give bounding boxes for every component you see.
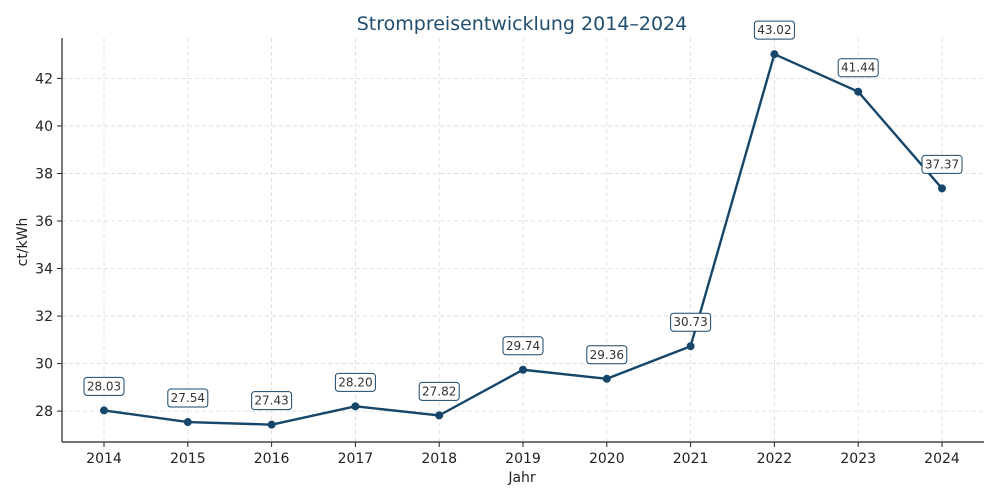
y-tick-label: 34 <box>35 262 53 278</box>
data-label-text: 41.44 <box>841 61 875 75</box>
data-label-text: 28.20 <box>338 375 372 389</box>
x-tick-label: 2019 <box>505 451 541 467</box>
data-label-text: 28.03 <box>87 379 121 393</box>
x-tick-label: 2018 <box>421 451 457 467</box>
data-point <box>100 406 108 415</box>
data-label-text: 27.54 <box>171 391 205 405</box>
y-tick-label: 28 <box>35 404 53 420</box>
data-label: 29.36 <box>586 345 628 365</box>
y-axis-ticks: 28 30 32 34 36 38 40 42 <box>35 71 62 420</box>
data-label-text: 43.02 <box>757 23 791 37</box>
y-tick-label: 30 <box>35 357 53 373</box>
data-label-box <box>753 20 795 40</box>
x-tick-label: 2022 <box>757 451 793 467</box>
data-label: 27.54 <box>167 388 209 408</box>
data-point <box>770 50 779 59</box>
data-label-box <box>167 388 209 408</box>
y-tick-label: 36 <box>35 214 53 230</box>
data-label: 41.44 <box>837 58 879 78</box>
data-point <box>351 402 360 411</box>
data-label-text: 27.82 <box>422 384 456 398</box>
data-label-text: 29.74 <box>506 339 540 353</box>
data-label: 28.03 <box>83 376 125 396</box>
data-labels: 28.03 27.54 27.43 28.20 27.82 29.74 29.36 30.73… <box>83 20 963 411</box>
gridlines <box>62 38 984 442</box>
data-point <box>686 342 695 351</box>
data-point <box>267 420 276 429</box>
data-label-box <box>251 391 293 411</box>
series-group <box>100 50 946 429</box>
x-axis-label: Jahr <box>507 470 536 486</box>
data-label-text: 30.73 <box>673 315 707 329</box>
data-label: 29.74 <box>502 336 544 356</box>
x-tick-label: 2016 <box>254 451 290 467</box>
x-tick-label: 2023 <box>840 451 876 467</box>
data-point <box>435 411 444 420</box>
data-label: 27.82 <box>418 381 460 401</box>
data-label-box <box>670 312 712 332</box>
data-label-box <box>83 376 125 396</box>
data-point <box>519 365 527 374</box>
x-tick-label: 2024 <box>924 451 960 467</box>
x-tick-label: 2017 <box>338 451 374 467</box>
y-tick-label: 32 <box>35 309 53 325</box>
data-label-box <box>502 336 544 356</box>
data-label-box <box>586 345 628 365</box>
y-tick-label: 40 <box>35 119 53 135</box>
data-point <box>854 87 863 96</box>
data-label-box <box>837 58 879 78</box>
x-axis-ticks: 2014 2015 2016 2017 2018 2019 2020 2021 2022 2023… <box>86 442 960 467</box>
x-tick-label: 2015 <box>170 451 206 467</box>
data-point <box>602 374 611 383</box>
y-tick-label: 42 <box>35 71 53 87</box>
y-tick-label: 38 <box>35 166 53 182</box>
data-label-box <box>334 372 376 392</box>
x-tick-label: 2021 <box>673 451 709 467</box>
data-label-box <box>418 381 460 401</box>
data-label-text: 37.37 <box>925 157 959 171</box>
data-label: 28.20 <box>334 372 376 392</box>
data-point <box>183 418 192 427</box>
x-tick-label: 2020 <box>589 451 625 467</box>
data-label: 27.43 <box>251 391 293 411</box>
data-label-text: 27.43 <box>254 394 288 408</box>
data-label-box <box>921 154 963 174</box>
data-label: 30.73 <box>670 312 712 332</box>
y-axis-label: ct/kWh <box>15 218 31 267</box>
chart-title: Strompreisentwicklung 2014–2024 <box>357 13 687 35</box>
data-label: 43.02 <box>753 20 795 40</box>
data-label: 37.37 <box>921 154 963 174</box>
x-tick-label: 2014 <box>86 451 122 467</box>
data-point <box>938 184 946 193</box>
data-label-text: 29.36 <box>590 348 624 362</box>
